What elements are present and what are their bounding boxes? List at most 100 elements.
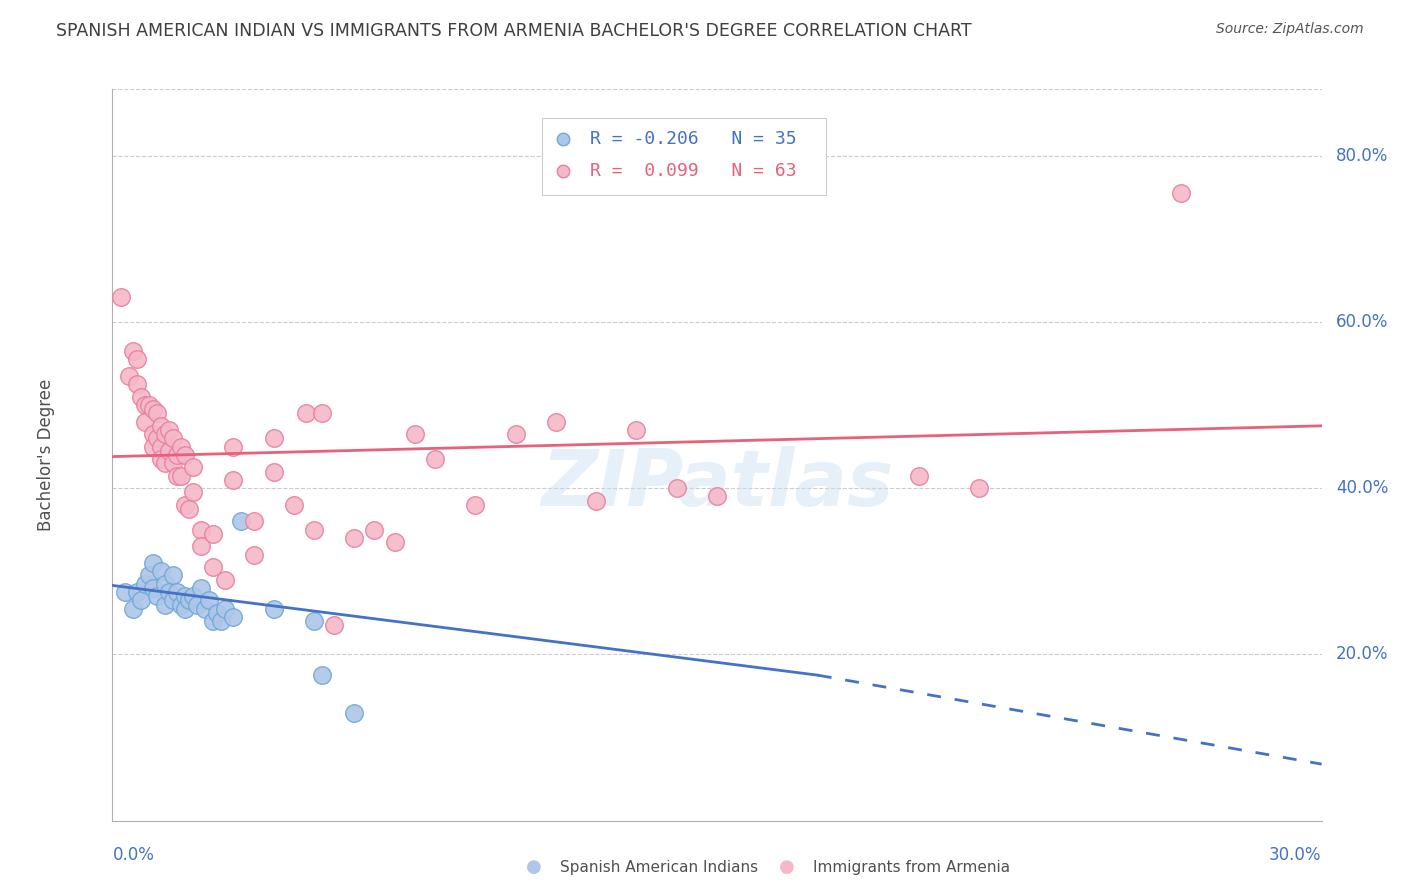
Point bbox=[149, 452, 172, 467]
Text: 30.0%: 30.0% bbox=[1270, 847, 1322, 864]
Point bbox=[125, 585, 148, 599]
Point bbox=[626, 423, 648, 437]
Point bbox=[404, 427, 426, 442]
Point bbox=[706, 490, 728, 504]
Point bbox=[181, 485, 204, 500]
Point bbox=[263, 465, 285, 479]
Point bbox=[343, 531, 366, 545]
Text: 20.0%: 20.0% bbox=[1336, 646, 1389, 664]
Point bbox=[222, 610, 245, 624]
Point bbox=[190, 581, 212, 595]
Point bbox=[146, 431, 169, 445]
Point bbox=[186, 598, 208, 612]
Point bbox=[207, 606, 229, 620]
Point bbox=[295, 406, 318, 420]
Point bbox=[174, 448, 197, 462]
Point bbox=[129, 593, 152, 607]
Point bbox=[1170, 186, 1192, 200]
Point bbox=[190, 539, 212, 553]
Text: 0.0%: 0.0% bbox=[112, 847, 155, 864]
Text: ●: ● bbox=[779, 858, 796, 876]
Point bbox=[190, 523, 212, 537]
FancyBboxPatch shape bbox=[541, 119, 825, 195]
Point bbox=[222, 440, 245, 454]
Point bbox=[166, 585, 188, 599]
Point bbox=[162, 568, 184, 582]
Point bbox=[202, 614, 225, 628]
Text: R =  0.099   N = 63: R = 0.099 N = 63 bbox=[591, 162, 797, 180]
Point bbox=[231, 515, 253, 529]
Point bbox=[222, 473, 245, 487]
Point bbox=[214, 573, 236, 587]
Point bbox=[110, 290, 132, 304]
Point bbox=[464, 498, 486, 512]
Point bbox=[162, 593, 184, 607]
Point bbox=[967, 481, 990, 495]
Point bbox=[209, 614, 232, 628]
Point bbox=[129, 390, 152, 404]
Point bbox=[153, 576, 176, 591]
Text: SPANISH AMERICAN INDIAN VS IMMIGRANTS FROM ARMENIA BACHELOR'S DEGREE CORRELATION: SPANISH AMERICAN INDIAN VS IMMIGRANTS FR… bbox=[56, 22, 972, 40]
Point bbox=[138, 568, 160, 582]
Point bbox=[665, 481, 688, 495]
Point bbox=[142, 427, 165, 442]
Text: 80.0%: 80.0% bbox=[1336, 146, 1389, 165]
Text: Immigrants from Armenia: Immigrants from Armenia bbox=[813, 860, 1010, 874]
Point bbox=[125, 377, 148, 392]
Point bbox=[214, 601, 236, 615]
Point bbox=[121, 344, 143, 359]
Point bbox=[170, 598, 193, 612]
Point bbox=[166, 448, 188, 462]
Point bbox=[121, 601, 143, 615]
Point bbox=[134, 415, 156, 429]
Point bbox=[194, 601, 217, 615]
Point bbox=[149, 440, 172, 454]
Point bbox=[170, 468, 193, 483]
Point bbox=[166, 468, 188, 483]
Text: 40.0%: 40.0% bbox=[1336, 479, 1389, 497]
Text: Spanish American Indians: Spanish American Indians bbox=[560, 860, 758, 874]
Point bbox=[157, 585, 180, 599]
Point bbox=[174, 589, 197, 603]
Point bbox=[162, 456, 184, 470]
Text: 60.0%: 60.0% bbox=[1336, 313, 1389, 331]
Point bbox=[125, 352, 148, 367]
Point bbox=[302, 614, 325, 628]
Point bbox=[384, 535, 406, 549]
Point bbox=[134, 398, 156, 412]
Point bbox=[142, 581, 165, 595]
Point bbox=[153, 456, 176, 470]
Point bbox=[343, 706, 366, 720]
Point bbox=[114, 585, 136, 599]
Point bbox=[177, 593, 200, 607]
Point bbox=[146, 589, 169, 603]
Point bbox=[263, 431, 285, 445]
Point bbox=[134, 576, 156, 591]
Point bbox=[363, 523, 385, 537]
Point bbox=[283, 498, 305, 512]
Point bbox=[198, 593, 221, 607]
Point bbox=[146, 406, 169, 420]
Point bbox=[202, 560, 225, 574]
Point bbox=[202, 527, 225, 541]
Text: R = -0.206   N = 35: R = -0.206 N = 35 bbox=[591, 130, 797, 148]
Text: Source: ZipAtlas.com: Source: ZipAtlas.com bbox=[1216, 22, 1364, 37]
Point bbox=[157, 443, 180, 458]
Point bbox=[907, 468, 929, 483]
Point bbox=[153, 598, 176, 612]
Point bbox=[142, 556, 165, 570]
Point bbox=[149, 564, 172, 578]
Point bbox=[117, 368, 139, 383]
Point bbox=[311, 668, 333, 682]
Point bbox=[177, 502, 200, 516]
Point bbox=[242, 548, 264, 562]
Point bbox=[544, 415, 567, 429]
Point bbox=[170, 440, 193, 454]
Point bbox=[585, 493, 607, 508]
Point bbox=[181, 460, 204, 475]
Point bbox=[323, 618, 346, 632]
Text: ZIPatlas: ZIPatlas bbox=[541, 446, 893, 522]
Point bbox=[242, 515, 264, 529]
Point bbox=[181, 589, 204, 603]
Point bbox=[423, 452, 446, 467]
